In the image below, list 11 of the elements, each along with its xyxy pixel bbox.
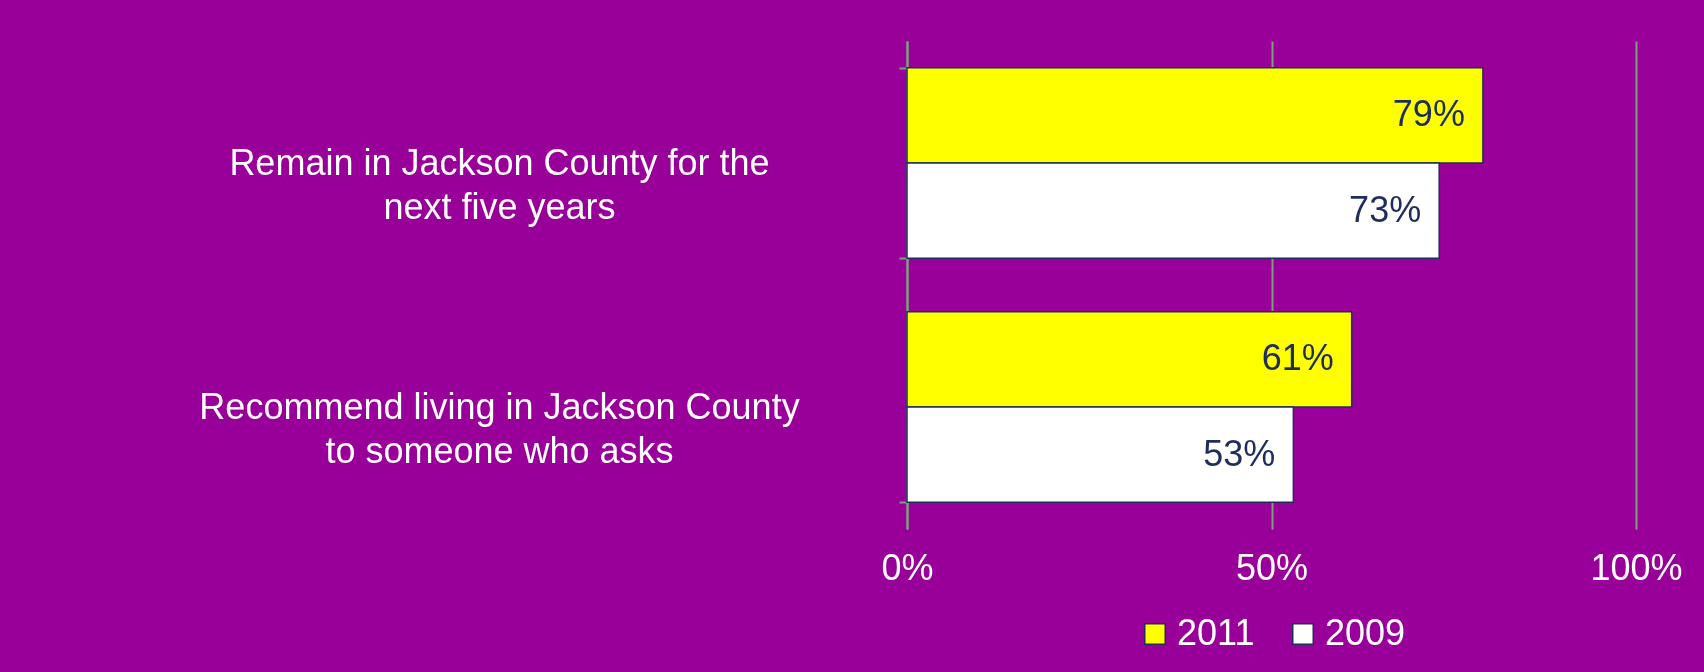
data-label: 53% xyxy=(1203,432,1276,474)
data-label: 61% xyxy=(1261,337,1334,379)
data-label: 73% xyxy=(1349,188,1422,230)
x-tick-label: 50% xyxy=(1235,546,1309,588)
data-label: 79% xyxy=(1392,93,1465,135)
legend-label: 2009 xyxy=(1325,612,1406,653)
x-tick-label: 100% xyxy=(1590,546,1683,588)
y-tick-label: Remain in Jackson County for the next five years xyxy=(229,141,770,227)
x-tick-label: 0% xyxy=(881,546,934,588)
legend-label: 2011 xyxy=(1177,612,1255,653)
y-tick-label: Recommend living in Jackson County to someone who asks xyxy=(199,385,800,471)
